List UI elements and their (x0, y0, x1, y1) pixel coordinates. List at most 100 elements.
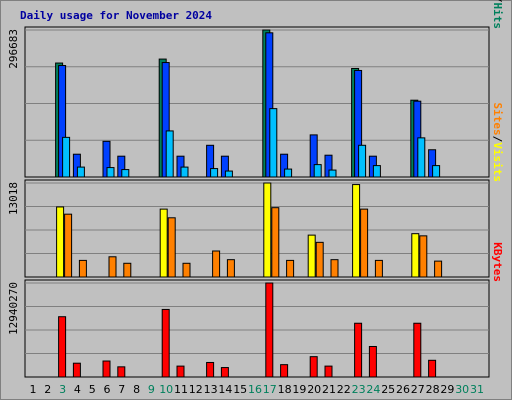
bar-kbytes-day-23 (354, 322, 363, 378)
x-tick-label-day-25: 25 (381, 383, 395, 396)
y-axis-label: Sites/Visits (491, 103, 504, 183)
bar-kbytes-day-7 (117, 366, 126, 378)
bar-sites-day-18 (286, 259, 295, 278)
x-tick-label-day-28: 28 (426, 383, 440, 396)
bar-pages-day-4 (76, 166, 85, 178)
bar-pages-day-11 (180, 166, 189, 178)
bar-visits-day-23 (352, 184, 361, 278)
y-axis-label-part: Sites (491, 103, 504, 136)
x-tick-label-day-4: 4 (74, 383, 81, 396)
bar-pages-day-7 (121, 169, 130, 178)
bar-visits-day-17 (263, 182, 272, 278)
bar-pages-day-18 (284, 168, 293, 178)
bar-visits-day-10 (159, 208, 168, 278)
bar-kbytes-day-20 (309, 356, 318, 378)
x-tick-label-day-11: 11 (174, 383, 188, 396)
plot-area (24, 279, 490, 378)
bar-kbytes-day-24 (368, 345, 377, 378)
bar-sites-day-28 (434, 260, 443, 278)
x-tick-label-day-29: 29 (440, 383, 454, 396)
bar-sites-day-24 (374, 259, 383, 278)
bar-sites-day-20 (315, 241, 324, 278)
bar-pages-day-13 (210, 168, 219, 178)
bar-kbytes-day-11 (176, 365, 185, 378)
bar-visits-day-20 (307, 234, 316, 278)
x-tick-label-day-18: 18 (278, 383, 292, 396)
bar-pages-day-17 (269, 108, 278, 178)
x-tick-label-day-20: 20 (307, 383, 321, 396)
bar-kbytes-day-10 (161, 308, 170, 378)
bar-pages-day-14 (224, 170, 233, 178)
y-axis-label-part: / (491, 136, 504, 143)
x-tick-label-day-8: 8 (133, 383, 140, 396)
bar-kbytes-day-13 (206, 361, 215, 378)
bar-sites-day-3 (64, 213, 73, 278)
y-axis-label-part: Visits (491, 142, 504, 182)
bar-sites-day-14 (226, 259, 235, 278)
x-tick-label-day-26: 26 (396, 383, 410, 396)
bar-pages-day-21 (328, 169, 337, 178)
y-max-label: 12940270 (7, 282, 20, 335)
x-tick-label-day-19: 19 (292, 383, 306, 396)
bar-sites-day-27 (419, 235, 428, 278)
bar-kbytes-day-17 (265, 282, 274, 378)
x-tick-label-day-21: 21 (322, 383, 336, 396)
bar-sites-day-4 (78, 259, 87, 278)
x-tick-label-day-16: 16 (248, 383, 262, 396)
bar-sites-day-17 (271, 207, 280, 278)
panel-kbytes: 12940270 KBytes (7, 242, 504, 378)
x-tick-label-day-7: 7 (118, 383, 125, 396)
bar-pages-day-27 (417, 137, 426, 178)
bar-sites-day-7 (123, 262, 132, 278)
x-tick-label-day-30: 30 (455, 383, 469, 396)
x-tick-label-day-5: 5 (89, 383, 96, 396)
x-tick-label-day-2: 2 (44, 383, 51, 396)
bar-pages-day-24 (372, 165, 381, 178)
bar-pages-day-6 (106, 167, 115, 178)
x-tick-label-day-3: 3 (59, 383, 66, 396)
bar-kbytes-day-6 (102, 360, 111, 378)
chart-title: Daily usage for November 2024 (20, 9, 212, 22)
chart-panels: 296683Pages/Files/Hits13018Sites/Visits1… (7, 0, 504, 378)
y-axis-label-part: / (491, 0, 504, 3)
bar-kbytes-day-18 (280, 364, 289, 378)
y-axis-label-part: Hits (491, 3, 504, 30)
x-tick-label-day-27: 27 (411, 383, 425, 396)
y-axis-label: KBytes (491, 242, 504, 282)
x-tick-label-day-15: 15 (233, 383, 247, 396)
y-axis-label-part: KBytes (491, 242, 504, 282)
x-tick-label-day-13: 13 (204, 383, 218, 396)
bar-kbytes-day-14 (220, 367, 229, 378)
y-max-label: 296683 (7, 29, 20, 69)
x-tick-label-day-12: 12 (189, 383, 203, 396)
bar-sites-day-11 (182, 262, 191, 278)
bar-pages-day-3 (62, 136, 71, 178)
bar-pages-day-23 (358, 144, 367, 178)
bar-visits-day-3 (56, 206, 65, 278)
bar-pages-day-10 (165, 130, 174, 178)
bar-sites-day-6 (108, 256, 117, 278)
x-tick-label-day-23: 23 (352, 383, 366, 396)
bar-kbytes-day-21 (324, 365, 333, 378)
panel-visits-sites: 13018 Sites/Visits (7, 103, 504, 278)
bar-kbytes-day-28 (428, 359, 437, 378)
x-tick-label-day-10: 10 (159, 383, 173, 396)
bar-sites-day-13 (212, 250, 221, 278)
bar-kbytes-day-4 (72, 362, 81, 378)
x-tick-label-day-31: 31 (470, 383, 484, 396)
bar-sites-day-10 (167, 217, 176, 278)
bar-kbytes-day-3 (58, 316, 67, 378)
bar-visits-day-27 (411, 233, 420, 278)
x-tick-label-day-24: 24 (366, 383, 380, 396)
x-tick-label-day-9: 9 (148, 383, 155, 396)
panel-hits-files-pages: 296683 Pages/Files/Hits (7, 0, 504, 178)
bar-pages-day-28 (432, 165, 441, 178)
x-tick-label-day-14: 14 (218, 383, 232, 396)
y-axis-label: Pages/Files/Hits (491, 0, 504, 29)
bar-kbytes-day-27 (413, 322, 422, 378)
x-tick-label-day-1: 1 (30, 383, 37, 396)
y-max-label: 13018 (7, 182, 20, 215)
x-tick-label-day-22: 22 (337, 383, 351, 396)
x-axis: 1 2 3 4 5 6 7 8 9 10 11 12 13 14 15 16 17 18 19 20 21 22 23 24 2… (30, 383, 485, 396)
